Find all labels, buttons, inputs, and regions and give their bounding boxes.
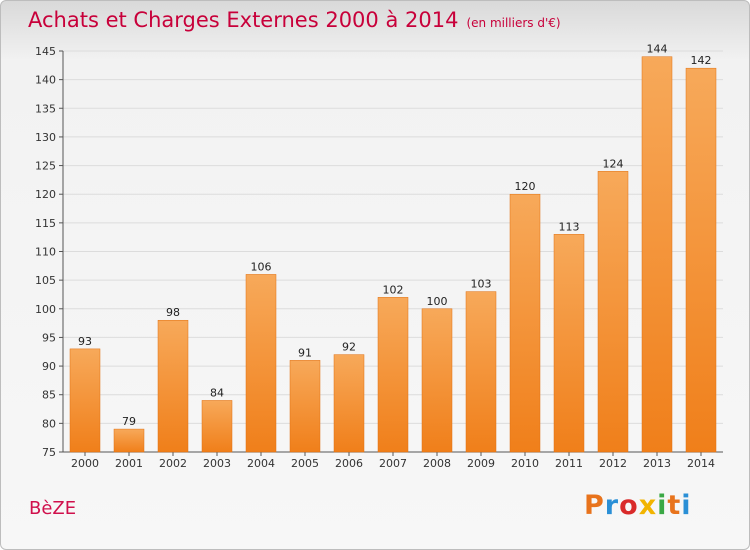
x-tick-label: 2013 <box>643 457 671 470</box>
bars <box>69 56 717 453</box>
y-tick-label: 80 <box>42 417 56 430</box>
x-tick-label: 2007 <box>379 457 407 470</box>
x-tick-label: 2001 <box>115 457 143 470</box>
bar-2007[interactable] <box>377 297 409 453</box>
data-label: 120 <box>515 180 536 193</box>
data-label: 113 <box>559 220 580 233</box>
data-label: 79 <box>122 415 136 428</box>
x-tick-label: 2010 <box>511 457 539 470</box>
proxiti-logo[interactable]: Proxiti <box>584 490 692 521</box>
logo-letter: o <box>619 490 639 521</box>
data-label: 84 <box>210 386 224 399</box>
bar-2010[interactable] <box>509 193 541 453</box>
logo-letter: P <box>584 490 605 521</box>
data-label: 91 <box>298 346 312 359</box>
logo-letter: i <box>657 490 668 521</box>
commune-name: BèZE <box>29 498 77 519</box>
data-labels: 93 79 98 84 106 91 92 102 100 103 120 113 124 144 142 <box>78 43 712 428</box>
chart-title: Achats et Charges Externes 2000 à 2014 (e… <box>28 8 561 32</box>
logo-letter: i <box>681 490 692 521</box>
data-label: 100 <box>427 295 448 308</box>
logo-letter: r <box>604 490 620 521</box>
y-tick-label: 95 <box>42 331 56 344</box>
y-tick-label: 130 <box>35 131 56 144</box>
bar-2000[interactable] <box>69 348 101 453</box>
x-tick-label: 2012 <box>599 457 627 470</box>
bar-2009[interactable] <box>465 291 497 453</box>
bar-2004[interactable] <box>245 274 277 453</box>
bar-2001[interactable] <box>113 428 145 453</box>
y-tick-label: 100 <box>35 303 56 316</box>
chart-title-text: Achats et Charges Externes 2000 à 2014 <box>28 8 459 32</box>
y-tick-label: 120 <box>35 188 56 201</box>
data-label: 142 <box>691 54 712 67</box>
x-tick-label: 2005 <box>291 457 319 470</box>
x-tick-label: 2011 <box>555 457 583 470</box>
bar-2014[interactable] <box>685 67 717 453</box>
y-tick-label: 140 <box>35 74 56 87</box>
data-label: 92 <box>342 341 356 354</box>
data-label: 144 <box>647 43 668 56</box>
data-label: 124 <box>603 157 624 170</box>
x-tick-label: 2009 <box>467 457 495 470</box>
bar-2003[interactable] <box>201 400 233 453</box>
x-tick-label: 2003 <box>203 457 231 470</box>
x-tick-label: 2000 <box>71 457 99 470</box>
bar-2011[interactable] <box>553 234 585 453</box>
y-tick-label: 75 <box>42 446 56 459</box>
y-tick-label: 135 <box>35 102 56 115</box>
logo-letter: x <box>638 490 658 521</box>
x-tick-label: 2004 <box>247 457 275 470</box>
y-tick-label: 85 <box>42 389 56 402</box>
bar-2005[interactable] <box>289 360 321 453</box>
x-tick-label: 2014 <box>687 457 715 470</box>
bar-2008[interactable] <box>421 308 453 453</box>
y-tick-label: 115 <box>35 217 56 230</box>
data-label: 106 <box>251 260 272 273</box>
data-label: 102 <box>383 283 404 296</box>
bar-2006[interactable] <box>333 354 365 453</box>
logo-letter: t <box>667 490 682 521</box>
tick-labels: 75 80 85 90 95 100 105 110 115 120 125 130 135 140 145… <box>35 45 715 470</box>
y-tick-label: 90 <box>42 360 56 373</box>
data-label: 93 <box>78 335 92 348</box>
y-tick-label: 145 <box>35 45 56 58</box>
y-tick-label: 125 <box>35 160 56 173</box>
x-tick-label: 2002 <box>159 457 187 470</box>
y-tick-label: 110 <box>35 246 56 259</box>
data-label: 103 <box>471 278 492 291</box>
chart-subtitle: (en milliers d'€) <box>466 16 561 30</box>
y-tick-label: 105 <box>35 274 56 287</box>
x-tick-label: 2006 <box>335 457 363 470</box>
bar-2013[interactable] <box>641 56 673 453</box>
data-label: 98 <box>166 306 180 319</box>
x-tick-label: 2008 <box>423 457 451 470</box>
bar-2002[interactable] <box>157 319 189 453</box>
bar-2012[interactable] <box>597 171 629 453</box>
